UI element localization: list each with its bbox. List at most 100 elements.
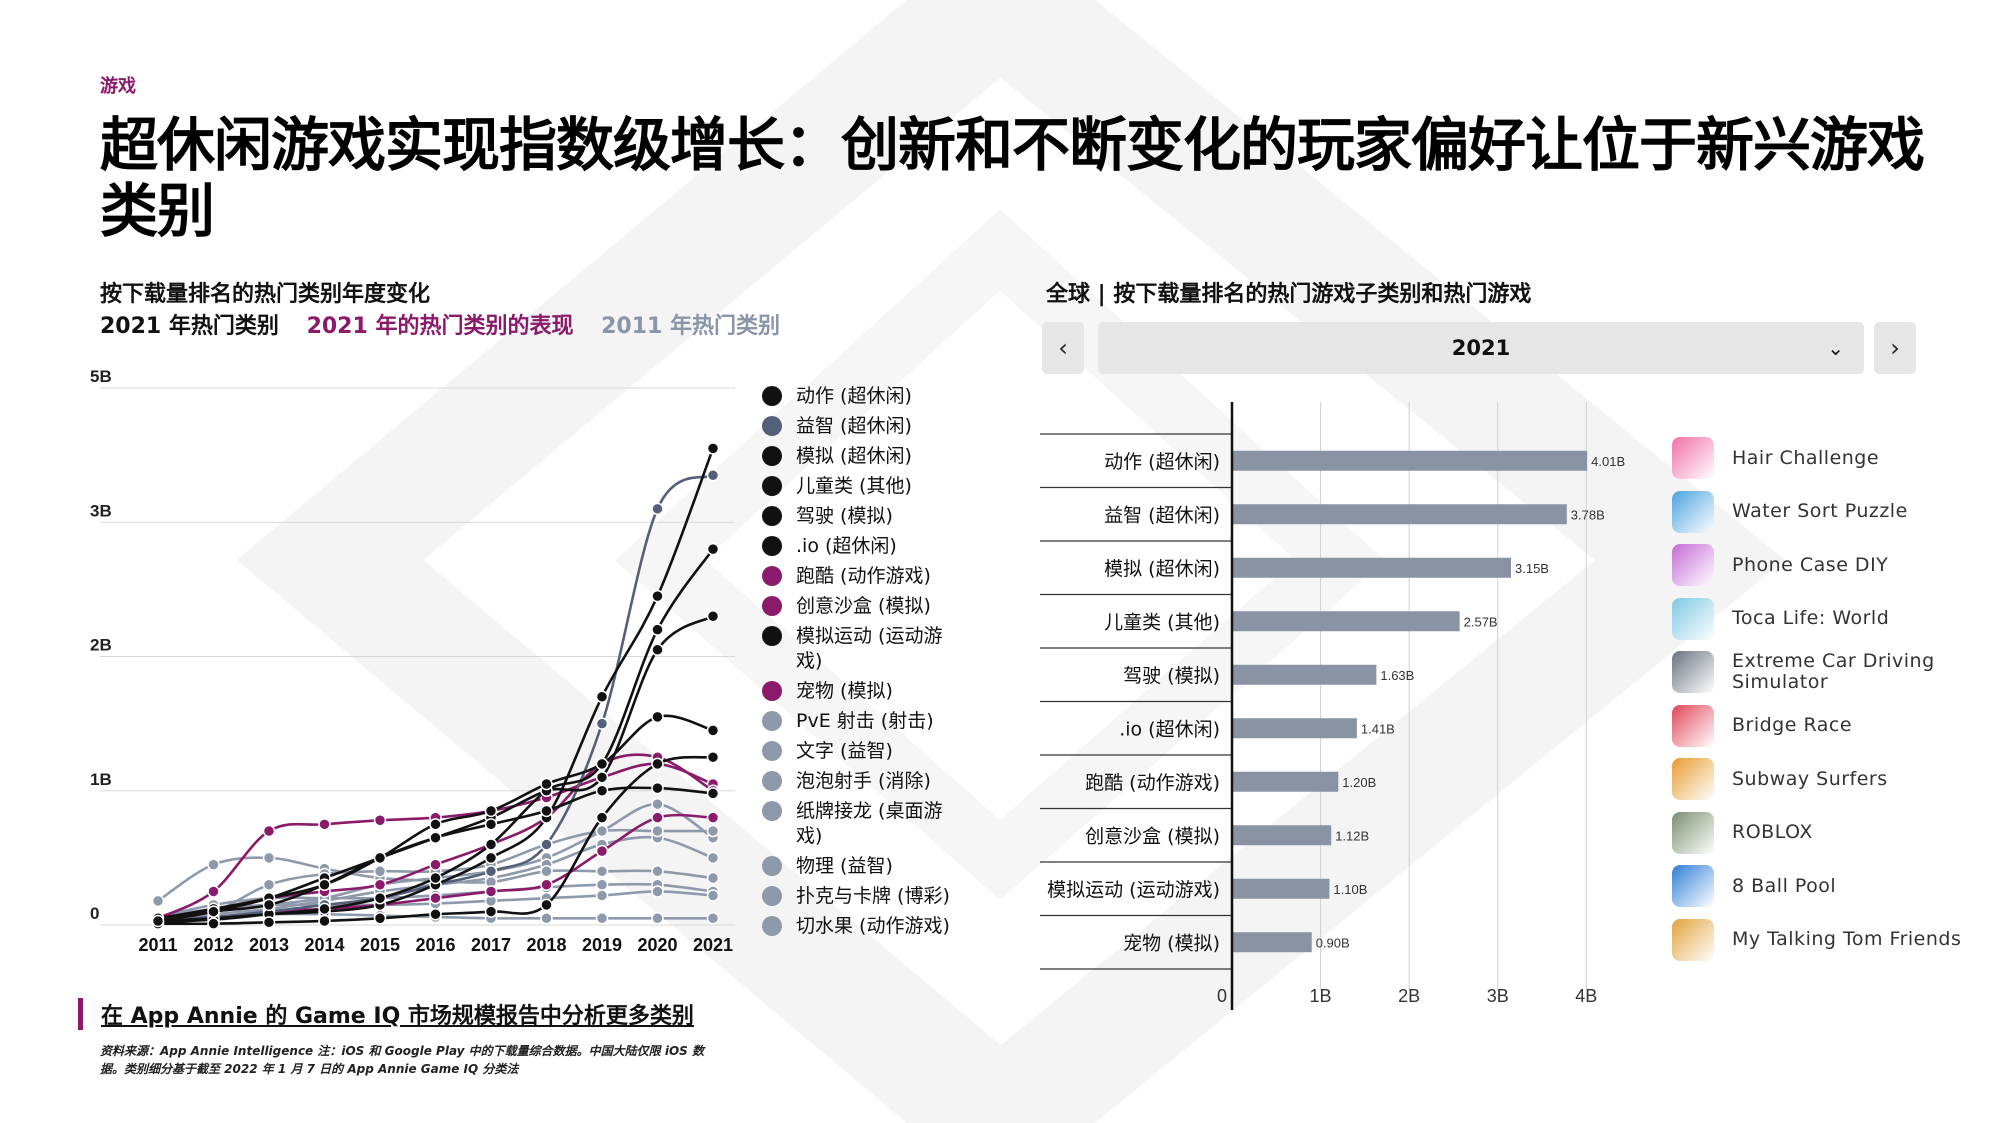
line-point <box>262 878 276 891</box>
game-name: 8 Ball Pool <box>1732 874 1837 897</box>
game-name: Subway Surfers <box>1732 767 1888 790</box>
tab-top-2011[interactable]: 2011 年热门类别 <box>601 314 781 339</box>
top-games-list: Hair Challenge Water Sort Puzzle Phone Cas… <box>1672 434 1992 969</box>
bar-category-label: 益智 (超休闲) <box>1104 504 1220 526</box>
legend-item[interactable]: 物理 (益智) <box>760 854 960 879</box>
game-item[interactable]: ROBLOX <box>1672 809 1992 863</box>
legend-swatch <box>762 681 782 701</box>
line-point <box>484 865 498 878</box>
page-title: 超休闲游戏实现指数级增长：创新和不断变化的玩家偏好让位于新兴游戏类别 <box>100 111 1925 245</box>
line-y-tick-label: 3B <box>90 501 112 520</box>
game-item[interactable]: Phone Case DIY <box>1672 541 1992 595</box>
line-point <box>651 710 664 724</box>
line-point <box>706 871 720 885</box>
game-item[interactable]: Toca Life: World <box>1672 595 1992 649</box>
legend-item[interactable]: 泡泡射手 (消除) <box>760 769 960 794</box>
line-point <box>484 851 498 865</box>
line-point <box>484 905 498 918</box>
legend-item[interactable]: 驾驶 (模拟) <box>760 504 960 529</box>
line-point <box>151 894 165 908</box>
line-x-tick-label: 2020 <box>637 935 677 955</box>
line-point <box>651 865 664 878</box>
legend-item[interactable]: 跑酷 (动作游戏) <box>760 564 960 589</box>
prev-year-button[interactable]: ‹ <box>1042 322 1084 374</box>
next-year-button[interactable]: › <box>1874 322 1916 374</box>
legend-item[interactable]: 宠物 (模拟) <box>760 679 960 704</box>
legend-item[interactable]: 模拟运动 (运动游戏) <box>760 624 960 674</box>
bar-value-label: 1.12B <box>1335 828 1369 843</box>
legend-item[interactable]: 切水果 (动作游戏) <box>760 914 960 939</box>
line-point <box>373 814 387 827</box>
talking-tom-icon <box>1672 918 1714 961</box>
line-point <box>706 724 720 737</box>
line-point <box>318 818 331 831</box>
legend-item[interactable]: 益智 (超休闲) <box>760 414 960 439</box>
line-x-tick-label: 2018 <box>526 935 566 955</box>
tab-top-2021[interactable]: 2021 年热门类别 <box>100 314 279 339</box>
bar-value-label: 3.15B <box>1515 561 1549 576</box>
tab-performance-2021[interactable]: 2021 年的热门类别的表现 <box>306 314 574 339</box>
line-x-tick-label: 2013 <box>249 935 289 955</box>
line-series <box>157 447 715 923</box>
legend-swatch <box>762 596 782 616</box>
line-point <box>318 902 331 916</box>
game-item[interactable]: Extreme Car Driving Simulator <box>1672 648 1992 702</box>
legend-item[interactable]: 儿童类 (其他) <box>760 474 960 499</box>
legend-swatch <box>762 386 782 406</box>
bar-value-label: 1.20B <box>1342 775 1376 790</box>
game-name: Hair Challenge <box>1732 446 1880 469</box>
legend-item[interactable]: 动作 (超休闲) <box>760 384 960 409</box>
legend-item[interactable]: 纸牌接龙 (桌面游戏) <box>760 799 960 849</box>
line-point <box>595 878 609 891</box>
game-name: Phone Case DIY <box>1732 553 1889 576</box>
line-point <box>651 824 664 838</box>
line-point <box>262 824 276 838</box>
line-point <box>706 889 720 902</box>
legend-swatch <box>762 856 782 876</box>
extreme-car-icon <box>1672 651 1714 693</box>
game-item[interactable]: Bridge Race <box>1672 702 1992 756</box>
line-x-tick-label: 2014 <box>304 935 344 955</box>
legend-item[interactable]: PvE 射击 (射击) <box>760 709 960 734</box>
line-point <box>651 589 664 603</box>
game-item[interactable]: Subway Surfers <box>1672 755 1992 809</box>
legend-label: 泡泡射手 (消除) <box>796 770 931 792</box>
year-select[interactable]: 2021 ⌄ <box>1098 322 1864 374</box>
legend-item[interactable]: 扑克与卡牌 (博彩) <box>760 884 960 909</box>
game-iq-report-link[interactable]: 在 App Annie 的 Game IQ 市场规模报告中分析更多类别 <box>78 998 694 1030</box>
source-note: 资料来源：App Annie Intelligence 注：iOS 和 Goog… <box>100 1044 704 1076</box>
bar-chart: 0 1B 2B 3B 4B 动作 (超休闲) 4.01B 益智 (超休闲) 3.78B 模拟 (超… <box>1040 402 1625 1010</box>
legend-item[interactable]: .io (超休闲) <box>760 534 960 559</box>
legend-label: 模拟 (超休闲) <box>796 445 912 467</box>
line-point <box>706 542 720 556</box>
bar-value-label: 0.90B <box>1316 935 1350 950</box>
legend-item[interactable]: 文字 (益智) <box>760 739 960 764</box>
game-item[interactable]: Hair Challenge <box>1672 434 1992 488</box>
legend-item[interactable]: 模拟 (超休闲) <box>760 444 960 469</box>
game-item[interactable]: Water Sort Puzzle <box>1672 488 1992 542</box>
bar-x-tick-label: 3B <box>1487 986 1509 1006</box>
bar <box>1232 878 1330 899</box>
bar-value-label: 1.10B <box>1333 882 1367 897</box>
legend-item[interactable]: 创意沙盒 (模拟) <box>760 594 960 619</box>
bar-category-label: 驾驶 (模拟) <box>1123 665 1220 687</box>
legend-swatch <box>762 476 782 496</box>
game-item[interactable]: 8 Ball Pool <box>1672 862 1992 916</box>
line-point <box>540 878 553 891</box>
line-point <box>595 844 609 858</box>
line-point <box>706 469 720 482</box>
line-point <box>595 690 609 704</box>
line-point <box>262 916 276 929</box>
bar-value-label: 1.63B <box>1380 668 1414 683</box>
line-point <box>540 777 553 791</box>
line-chart-title: 按下载量排名的热门类别年度变化 <box>100 282 431 307</box>
line-point <box>706 912 720 925</box>
legend-label: 模拟运动 (运动游戏) <box>796 625 943 672</box>
legend-swatch <box>762 536 782 556</box>
line-point <box>429 831 442 844</box>
line-x-tick-label: 2016 <box>415 935 455 955</box>
year-select-value: 2021 <box>1451 336 1511 360</box>
game-item[interactable]: My Talking Tom Friends <box>1672 916 1992 970</box>
line-point <box>651 623 664 636</box>
bar-value-label: 1.41B <box>1361 721 1395 736</box>
